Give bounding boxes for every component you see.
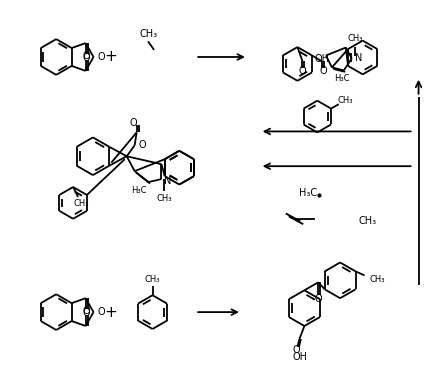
Text: O: O	[83, 306, 90, 316]
Text: O: O	[97, 307, 105, 317]
Text: O: O	[319, 66, 327, 76]
Text: CH₃: CH₃	[139, 29, 158, 39]
Text: OH: OH	[293, 352, 308, 362]
Text: O: O	[138, 140, 146, 150]
Text: OH: OH	[314, 54, 329, 64]
Text: +: +	[105, 50, 117, 64]
Text: +: +	[105, 304, 117, 320]
Text: O: O	[315, 294, 322, 304]
Text: O: O	[299, 66, 306, 76]
Text: CH₃: CH₃	[73, 199, 89, 208]
Text: O: O	[83, 51, 90, 61]
Text: CH₃: CH₃	[145, 275, 160, 284]
Text: N: N	[355, 53, 362, 64]
Text: CH₃: CH₃	[157, 194, 172, 203]
Text: H₃C: H₃C	[131, 186, 146, 195]
Text: O: O	[83, 308, 90, 318]
Text: CH₃: CH₃	[347, 34, 363, 43]
Text: CH₃: CH₃	[337, 96, 352, 105]
Text: H₃C: H₃C	[334, 74, 350, 83]
Text: CH₃: CH₃	[369, 275, 385, 284]
Text: O: O	[97, 52, 105, 62]
Text: O: O	[293, 345, 300, 355]
Text: H₃C: H₃C	[299, 188, 318, 198]
Text: N: N	[164, 176, 172, 186]
Text: O: O	[130, 118, 138, 128]
Text: O: O	[83, 53, 90, 63]
Text: CH₃: CH₃	[359, 216, 377, 226]
